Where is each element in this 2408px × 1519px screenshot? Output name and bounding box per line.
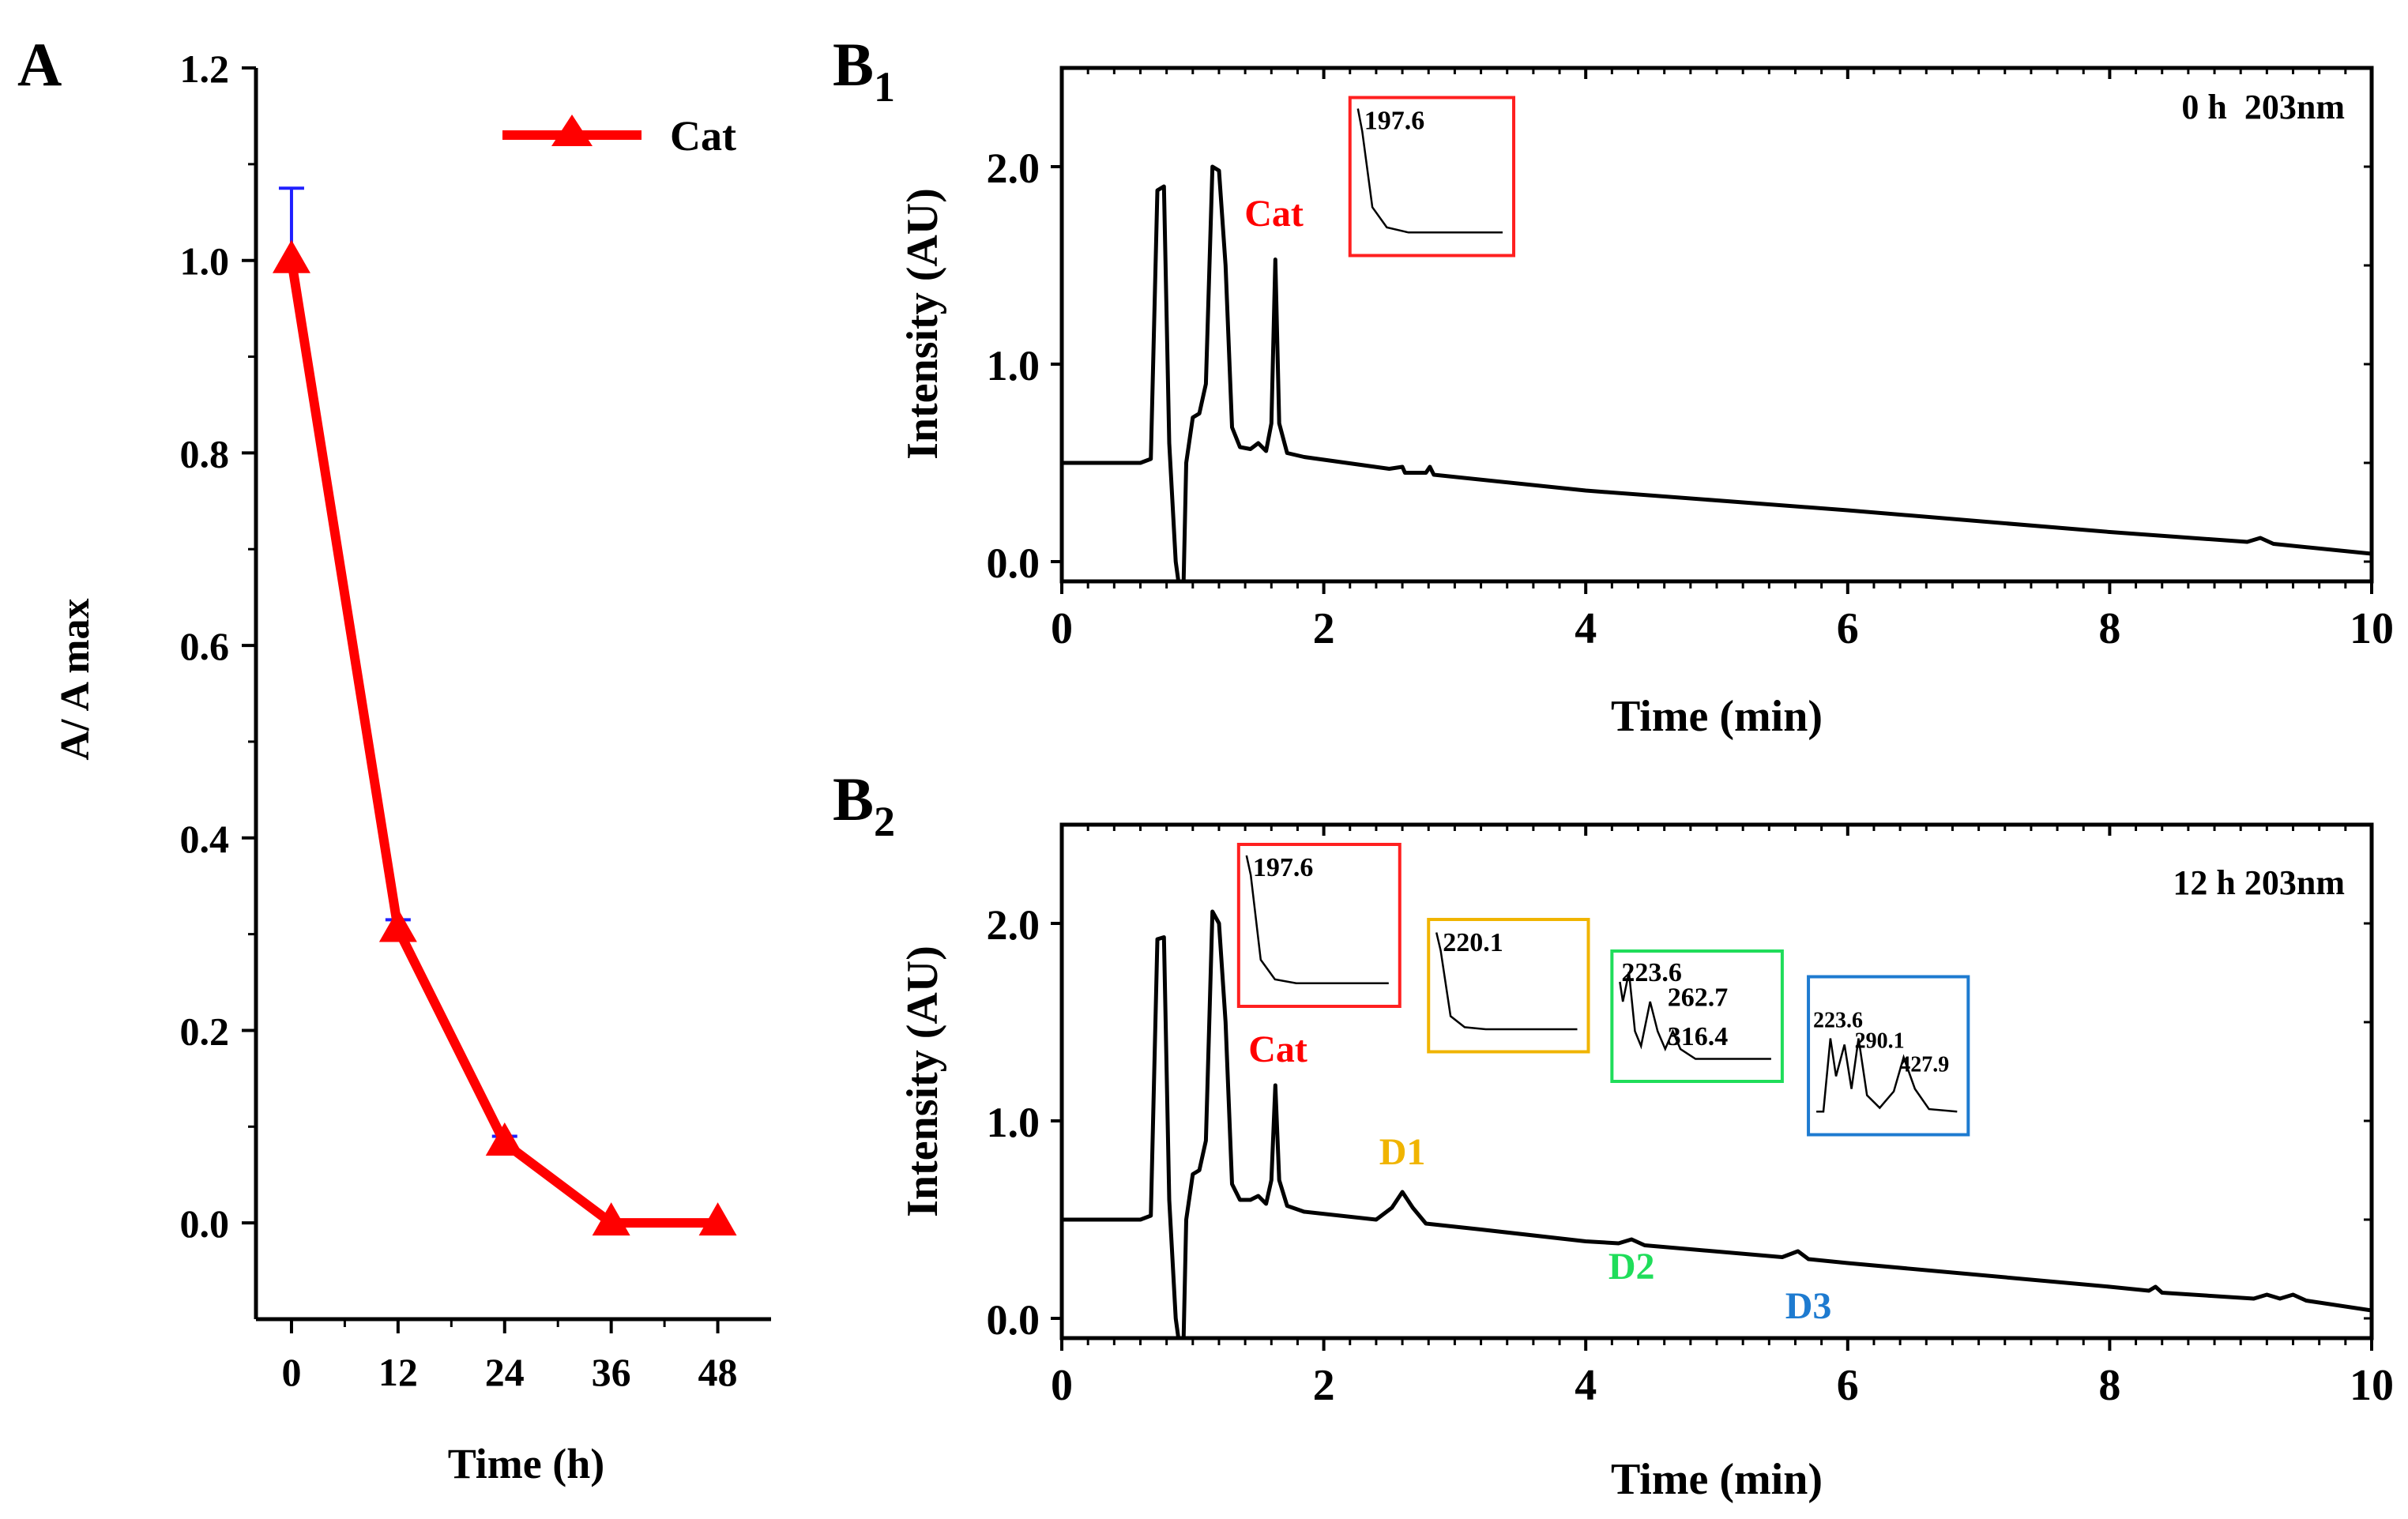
data-point-cat: [698, 1202, 737, 1236]
series-line-cat: [287, 259, 718, 1228]
inset-frame: [1348, 96, 1516, 258]
legend-marker-cat: [551, 115, 593, 146]
y-tick-label: 1.0: [987, 342, 1040, 389]
uv-spectrum-inset: 197.6: [1348, 96, 1516, 258]
peak-label: D3: [1785, 1285, 1832, 1327]
data-point-cat: [378, 908, 417, 942]
y-tick-label: 0.8: [180, 431, 230, 476]
peak-label: Cat: [1248, 1028, 1307, 1070]
inset-spectrum: [1245, 855, 1389, 984]
inset-wavelength: 262.7: [1668, 983, 1729, 1012]
panel-b1-y-axis-title: Intensity (AU): [898, 188, 947, 460]
x-tick-label: 12: [378, 1350, 418, 1394]
y-tick-label: 2.0: [987, 145, 1040, 192]
x-tick-label: 2: [1313, 604, 1335, 653]
x-tick-label: 10: [2350, 604, 2394, 653]
inset-wavelength: 197.6: [1364, 107, 1425, 136]
inset-wavelength: 427.9: [1899, 1053, 1949, 1077]
panel-b2-condition: 12 h 203nm: [2173, 863, 2345, 902]
panel-b1-label-main: B: [833, 30, 874, 99]
y-tick-label: 1.0: [987, 1099, 1040, 1146]
panel-b2-chart: 0.0 1.0 2.0 0 2 4 6 8 10 Cat D1 D2 D3 197.6 220.1 223…: [898, 822, 2394, 1504]
x-tick-label: 0: [1051, 604, 1073, 653]
x-tick-label: 24: [485, 1350, 525, 1394]
y-tick-label: 2.0: [987, 901, 1040, 949]
data-point-cat: [592, 1202, 630, 1236]
inset-frame: [1236, 843, 1402, 1008]
x-tick-label: 0: [281, 1350, 301, 1394]
panel-b1-x-axis-title: Time (min): [1611, 692, 1823, 741]
x-tick-label: 4: [1575, 604, 1597, 653]
inset-wavelength: 223.6: [1813, 1009, 1863, 1033]
panel-b1-frame: [1059, 66, 2374, 584]
panel-a-label: A: [17, 30, 62, 99]
inset-spectrum: [1435, 932, 1578, 1031]
x-tick-label: 2: [1313, 1361, 1335, 1410]
panel-b1-condition: 0 h 203nm: [2181, 88, 2345, 126]
inset-frame: [1807, 975, 1970, 1137]
x-tick-label: 6: [1837, 1361, 1859, 1410]
data-point-cat: [272, 239, 310, 273]
uv-spectrum-inset: 197.6: [1236, 843, 1402, 1008]
panel-b1-chromatogram: [1062, 164, 2372, 584]
legend-label-cat: Cat: [670, 112, 736, 160]
panel-b2-x-axis-title: Time (min): [1611, 1455, 1823, 1504]
uv-spectrum-inset: 220.1: [1427, 918, 1590, 1054]
y-tick-label: 0.2: [180, 1009, 230, 1053]
inset-wavelength: 197.6: [1253, 853, 1314, 882]
panel-a-chart: 0.0 0.2 0.4 0.6 0.8 1.0 1.2 0 12 24 36 48 Cat Time…: [53, 47, 771, 1487]
data-point-cat: [485, 1122, 524, 1156]
y-tick-label: 0.0: [987, 1296, 1040, 1344]
peak-label: Cat: [1244, 193, 1304, 235]
x-tick-label: 36: [592, 1350, 631, 1394]
x-tick-label: 48: [698, 1350, 738, 1394]
panel-b2-chromatogram: [1062, 909, 2372, 1340]
y-tick-label: 0.0: [987, 540, 1040, 587]
panel-a-legend: Cat: [502, 112, 736, 160]
inset-wavelength: 223.6: [1621, 958, 1682, 987]
inset-spectrum: [1816, 1038, 1958, 1113]
x-tick-label: 4: [1575, 1361, 1597, 1410]
panel-b2-label-main: B: [833, 765, 874, 833]
y-tick-label: 0.0: [180, 1201, 230, 1246]
x-tick-label: 6: [1837, 604, 1859, 653]
panel-b1-label-sub: 1: [874, 63, 895, 111]
panel-b1-label: B1: [833, 30, 895, 111]
panel-b2-y-axis-title: Intensity (AU): [898, 946, 947, 1217]
x-tick-label: 8: [2098, 604, 2120, 653]
y-tick-label: 0.6: [180, 624, 230, 668]
y-tick-label: 1.2: [180, 47, 230, 91]
inset-wavelength: 290.1: [1855, 1029, 1905, 1054]
panel-b1-chart: 0.0 1.0 2.0 0 2 4 6 8 10 Cat 197.6 0 h 203nm Tim…: [898, 66, 2394, 741]
panel-b2-label: B2: [833, 765, 895, 845]
peak-label: D1: [1379, 1131, 1426, 1173]
inset-wavelength: 220.1: [1443, 928, 1503, 957]
x-tick-label: 10: [2350, 1361, 2394, 1410]
y-tick-label: 0.4: [180, 817, 230, 861]
inset-wavelength: 316.4: [1668, 1022, 1729, 1051]
inset-spectrum: [1356, 108, 1503, 234]
panel-a-y-axis-title: A/ A max: [53, 598, 98, 760]
panel-b2-label-sub: 2: [874, 798, 895, 845]
x-tick-label: 8: [2098, 1361, 2120, 1410]
inset-spectrum: [1619, 972, 1771, 1060]
peak-label: D2: [1608, 1246, 1655, 1288]
y-tick-label: 1.0: [180, 239, 230, 284]
x-tick-label: 0: [1051, 1361, 1073, 1410]
panel-a-x-axis-title: Time (h): [448, 1440, 605, 1487]
